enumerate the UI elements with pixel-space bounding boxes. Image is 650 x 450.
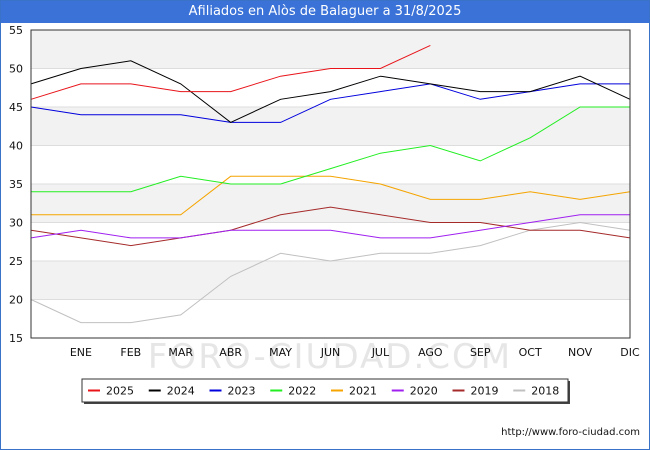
x-tick-label: ABR — [219, 346, 242, 359]
x-tick-label: MAR — [168, 346, 193, 359]
x-tick-label: SEP — [470, 346, 491, 359]
y-tick-label: 40 — [9, 140, 23, 153]
legend-label-2021: 2021 — [349, 385, 377, 398]
x-tick-label: ENE — [70, 346, 92, 359]
series-line-2021 — [31, 175, 631, 216]
x-tick-label: FEB — [120, 346, 141, 359]
legend-label-2025: 2025 — [106, 385, 134, 398]
x-tick-label: MAY — [269, 346, 292, 359]
legend-label-2024: 2024 — [167, 385, 195, 398]
x-tick-label: OCT — [519, 346, 542, 359]
plot-area-border — [30, 29, 631, 339]
legend-label-2019: 2019 — [471, 385, 499, 398]
legend-box — [81, 378, 569, 403]
grid-band — [31, 107, 630, 146]
grid-band — [31, 222, 630, 261]
x-tick-label: JUL — [371, 346, 390, 359]
legend-label-2022: 2022 — [288, 385, 316, 398]
y-tick-label: 55 — [9, 24, 23, 37]
legend-label-2020: 2020 — [410, 385, 438, 398]
footer-url: http://www.foro-ciudad.com — [501, 427, 640, 438]
y-tick-label: 20 — [9, 294, 23, 307]
legend: 2025 2024 2023 2022 2021 2020 2019 2018 — [81, 378, 570, 404]
x-tick-label: AGO — [418, 346, 443, 359]
grid-band — [31, 261, 630, 300]
grid-band — [31, 68, 630, 107]
x-tick-label: NOV — [568, 346, 593, 359]
grid-band — [31, 30, 630, 69]
x-tick-label: DIC — [620, 346, 640, 359]
chart-title: Afiliados en Alòs de Balaguer a 31/8/202… — [1, 1, 649, 23]
legend-label-2023: 2023 — [228, 385, 256, 398]
series-line-2020 — [30, 214, 630, 239]
y-tick-label: 35 — [9, 178, 23, 191]
watermark: FORO-CIUDAD.COM — [148, 337, 512, 377]
y-tick-label: 15 — [9, 332, 23, 345]
series-line-2025 — [30, 44, 431, 100]
series-line-2022 — [31, 106, 630, 193]
x-tick-label: JUN — [320, 346, 341, 359]
y-tick-label: 50 — [9, 63, 23, 76]
y-tick-label: 30 — [9, 217, 23, 230]
legend-label-2018: 2018 — [531, 385, 559, 398]
series-line-2019 — [30, 206, 631, 247]
grid-band — [31, 145, 630, 184]
y-tick-label: 25 — [9, 255, 23, 268]
grid-band — [31, 184, 630, 223]
grid-band — [31, 299, 630, 338]
y-tick-label: 45 — [9, 101, 23, 114]
series-line-2024 — [30, 60, 631, 123]
